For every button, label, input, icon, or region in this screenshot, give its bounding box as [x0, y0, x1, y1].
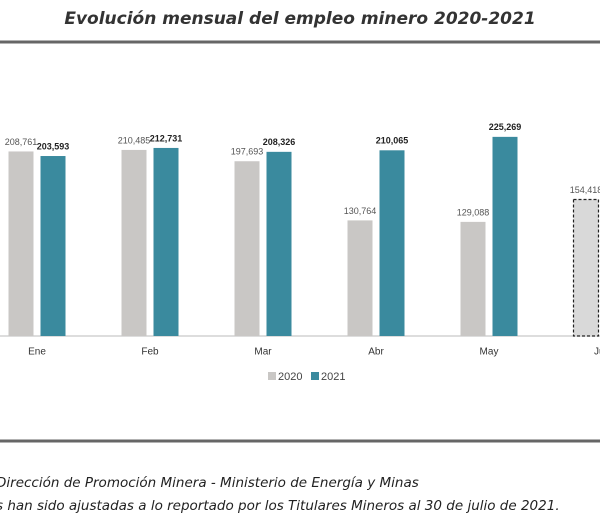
- value-label: 210,065: [376, 136, 409, 146]
- value-label: 203,593: [37, 141, 70, 151]
- chart-title: Evolución mensual del empleo minero 2020…: [64, 9, 535, 29]
- bar: [347, 220, 373, 336]
- bar: [234, 161, 260, 336]
- bar: [121, 149, 147, 336]
- legend-swatch: [311, 372, 319, 380]
- value-label: 212,731: [150, 133, 183, 143]
- legend-swatch: [268, 372, 276, 380]
- value-label: 208,761: [5, 137, 38, 147]
- legend-label: 2020: [278, 371, 302, 383]
- bar: [460, 221, 486, 336]
- x-tick-label: Mar: [254, 347, 272, 358]
- source-note: Dirección de Promoción Minera - Minister…: [0, 475, 419, 491]
- value-label: 130,764: [344, 206, 377, 216]
- value-label: 208,326: [263, 137, 296, 147]
- value-label: 197,693: [231, 147, 264, 157]
- bar: [8, 151, 34, 336]
- bar: [153, 147, 179, 336]
- bar: [572, 198, 600, 337]
- value-label: 210,485: [118, 135, 151, 145]
- value-label: 225,269: [489, 122, 522, 132]
- legend-label: 2021: [321, 371, 345, 383]
- bar: [492, 136, 518, 336]
- x-tick-label: May: [480, 347, 499, 358]
- bar: [266, 151, 292, 336]
- value-label: 154,418: [570, 185, 600, 195]
- x-tick-label: Jun: [594, 347, 600, 358]
- x-tick-label: Feb: [141, 347, 159, 358]
- adjust-note: s han sido ajustadas a lo reportado por …: [0, 498, 560, 514]
- value-label: 129,088: [457, 207, 490, 217]
- bar: [379, 150, 405, 336]
- x-tick-label: Ene: [28, 347, 46, 358]
- x-tick-label: Abr: [368, 347, 384, 358]
- bar: [40, 156, 66, 336]
